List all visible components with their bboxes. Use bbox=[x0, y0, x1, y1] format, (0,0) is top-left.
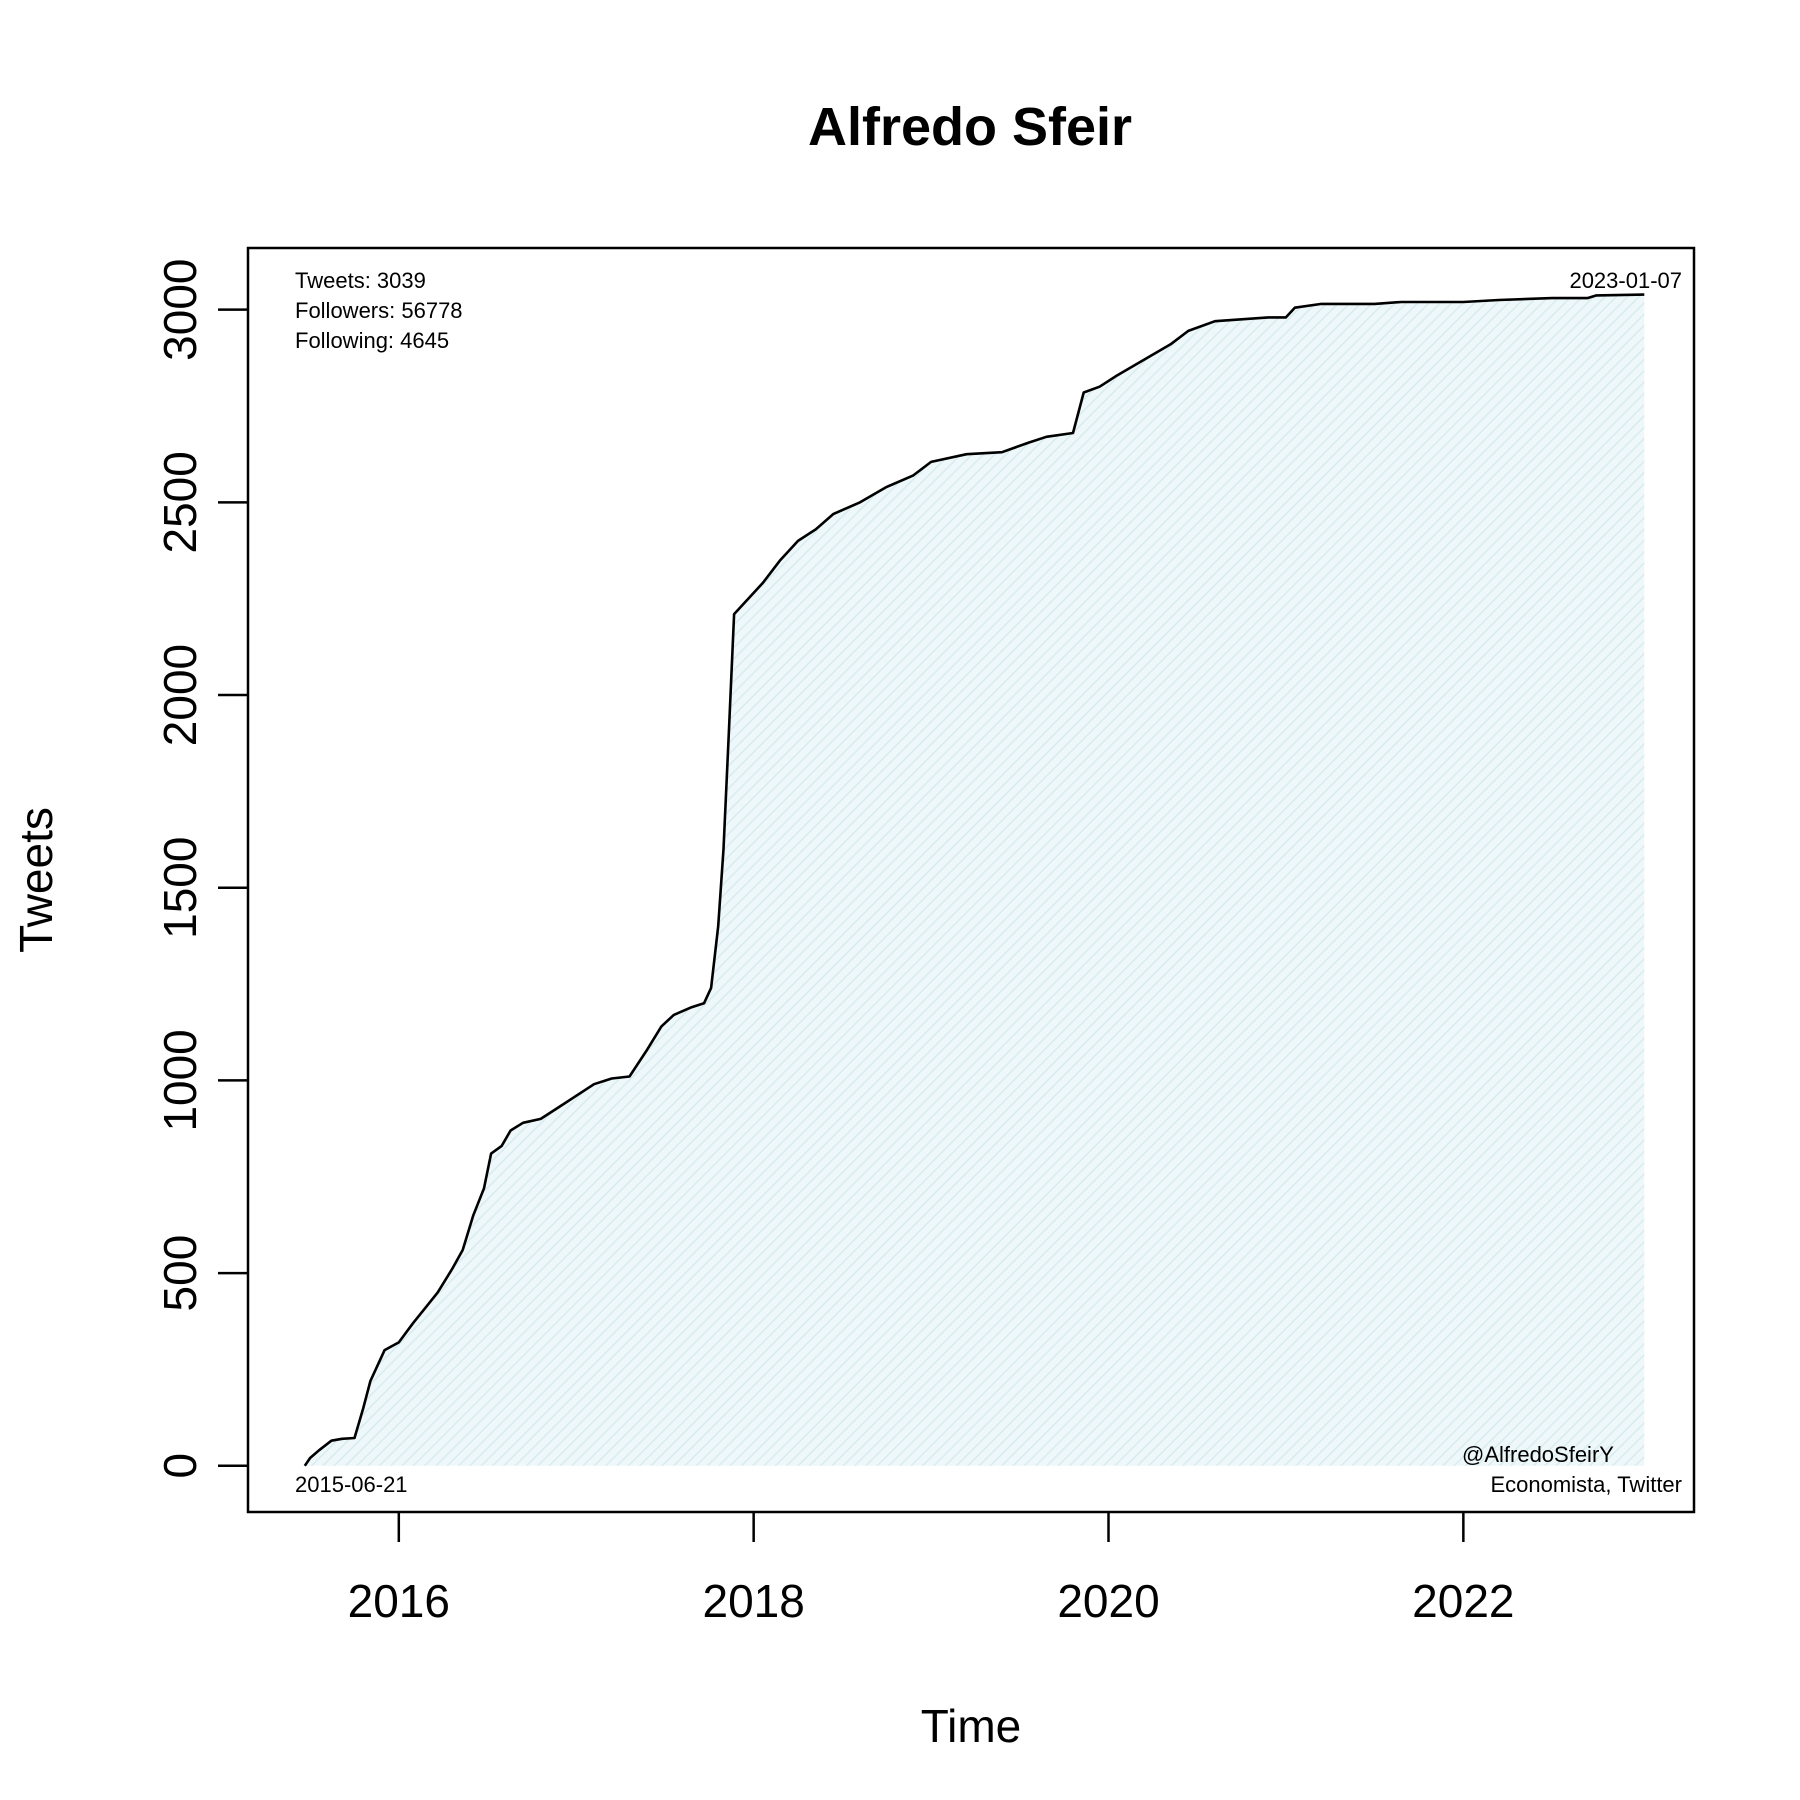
y-tick-label: 2500 bbox=[154, 451, 206, 553]
y-tick-label: 3000 bbox=[154, 258, 206, 360]
x-tick-label: 2016 bbox=[348, 1575, 450, 1627]
y-tick-label: 0 bbox=[154, 1453, 206, 1479]
end-date-annotation: 2023-01-07 bbox=[1569, 268, 1682, 293]
handle-annotation: @AlfredoSfeirY bbox=[1462, 1442, 1614, 1467]
x-tick-label: 2020 bbox=[1057, 1575, 1159, 1627]
followers-count-annotation: Followers: 56778 bbox=[295, 298, 463, 323]
series-area-fill bbox=[304, 294, 1645, 1466]
y-tick-label: 500 bbox=[154, 1235, 206, 1312]
y-tick-label: 1500 bbox=[154, 837, 206, 939]
following-count-annotation: Following: 4645 bbox=[295, 328, 449, 353]
plot-area bbox=[303, 293, 1645, 1467]
x-axis-label: Time bbox=[921, 1700, 1022, 1752]
start-date-annotation: 2015-06-21 bbox=[295, 1472, 408, 1497]
tweets-count-annotation: Tweets: 3039 bbox=[295, 268, 426, 293]
x-tick-label: 2018 bbox=[702, 1575, 804, 1627]
plot-frame bbox=[246, 246, 1696, 1514]
y-axis-label: Tweets bbox=[10, 807, 62, 953]
series-line bbox=[303, 293, 1645, 1467]
y-axis: 0 500 1000 1500 2000 2500 3000 bbox=[154, 258, 248, 1479]
x-tick-label: 2022 bbox=[1412, 1575, 1514, 1627]
x-axis: 2016 2018 2020 2022 bbox=[348, 1512, 1515, 1627]
bio-annotation: Economista, Twitter bbox=[1490, 1472, 1682, 1497]
y-tick-label: 1000 bbox=[154, 1029, 206, 1131]
chart-title: Alfredo Sfeir bbox=[808, 97, 1132, 157]
y-tick-label: 2000 bbox=[154, 644, 206, 746]
